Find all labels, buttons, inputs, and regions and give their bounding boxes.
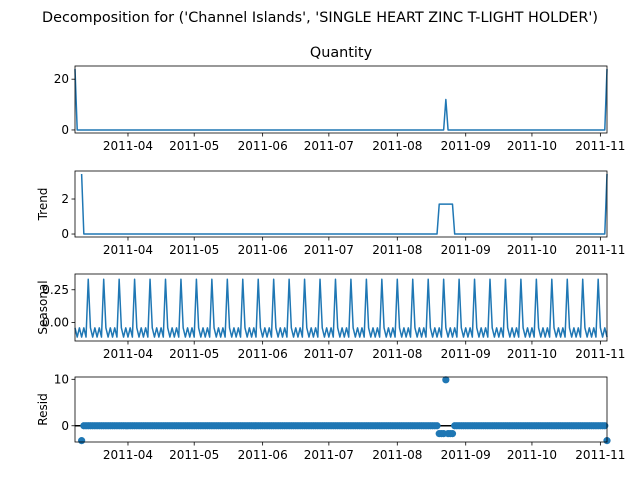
series-line xyxy=(74,69,608,131)
x-tick-label: 2011-07 xyxy=(304,347,354,361)
x-tick-label: 2011-09 xyxy=(441,448,491,462)
figure-suptitle: Decomposition for ('Channel Islands', 'S… xyxy=(42,10,598,26)
x-tick-label: 2011-08 xyxy=(372,139,422,153)
panel-3: 0.00 0.25 2011-04 2011-05 2011-06 2011-07 2011… xyxy=(36,273,625,361)
series-line xyxy=(80,173,608,235)
axes-frame xyxy=(74,376,608,443)
x-tick-label: 2011-09 xyxy=(441,139,491,153)
x-tick-label: 2011-05 xyxy=(169,448,219,462)
y-tick-label: 0.00 xyxy=(42,316,69,330)
resid-point xyxy=(442,376,450,384)
resid-point xyxy=(433,422,441,430)
resid-point xyxy=(78,437,86,445)
x-tick-label: 2011-04 xyxy=(103,448,153,462)
y-tick-label: 0.25 xyxy=(42,283,69,297)
x-tick-label: 2011-08 xyxy=(372,347,422,361)
x-tick-label: 2011-10 xyxy=(507,243,557,257)
x-tick-label: 2011-04 xyxy=(103,243,153,257)
x-tick-label: 2011-04 xyxy=(103,139,153,153)
x-tick-label: 2011-08 xyxy=(372,448,422,462)
y-tick-label: 0 xyxy=(61,419,69,433)
x-tick-label: 2011-04 xyxy=(103,347,153,361)
x-tick-label: 2011-05 xyxy=(169,243,219,257)
y-tick-label: 20 xyxy=(54,72,69,86)
y-tick-label: 0 xyxy=(61,123,69,137)
y-axis-label: Seasonal xyxy=(36,280,50,334)
x-tick-label: 2011-05 xyxy=(169,139,219,153)
axes-frame xyxy=(74,273,608,342)
x-tick-label: 2011-09 xyxy=(441,347,491,361)
x-tick-label: 2011-10 xyxy=(507,448,557,462)
x-tick-label: 2011-06 xyxy=(238,139,288,153)
resid-point xyxy=(601,422,609,430)
x-tick-label: 2011-07 xyxy=(304,448,354,462)
y-tick-label: 2 xyxy=(61,192,69,206)
y-axis-label: Resid xyxy=(36,393,50,425)
x-tick-label: 2011-05 xyxy=(169,347,219,361)
x-tick-label: 2011-07 xyxy=(304,243,354,257)
y-tick-label: 10 xyxy=(54,372,69,386)
panel-4: 0 10 2011-04 2011-05 2011-06 2011-07 2011-08 20… xyxy=(36,372,625,462)
panel-1: 0 20 2011-04 2011-05 2011-06 2011-07 2011-08 20… xyxy=(54,45,626,153)
resid-point xyxy=(448,430,457,438)
x-tick-label: 2011-11 xyxy=(575,243,625,257)
x-tick-label: 2011-10 xyxy=(507,347,557,361)
x-tick-label: 2011-07 xyxy=(304,139,354,153)
x-tick-label: 2011-08 xyxy=(372,243,422,257)
axes-frame xyxy=(74,65,608,134)
x-tick-label: 2011-06 xyxy=(238,243,288,257)
x-tick-label: 2011-10 xyxy=(507,139,557,153)
x-tick-label: 2011-06 xyxy=(238,347,288,361)
x-tick-label: 2011-06 xyxy=(238,448,288,462)
panel-2: 0 2 2011-04 2011-05 2011-06 2011-07 2011-08 201… xyxy=(36,170,625,257)
y-tick-label: 0 xyxy=(61,227,69,241)
series-line xyxy=(74,278,608,338)
x-tick-label: 2011-11 xyxy=(575,448,625,462)
x-tick-label: 2011-11 xyxy=(575,347,625,361)
x-tick-label: 2011-09 xyxy=(441,243,491,257)
y-axis-label: Trend xyxy=(36,188,50,222)
panel-title: Quantity xyxy=(310,45,373,61)
x-tick-label: 2011-11 xyxy=(575,139,625,153)
axes-frame xyxy=(74,170,608,238)
